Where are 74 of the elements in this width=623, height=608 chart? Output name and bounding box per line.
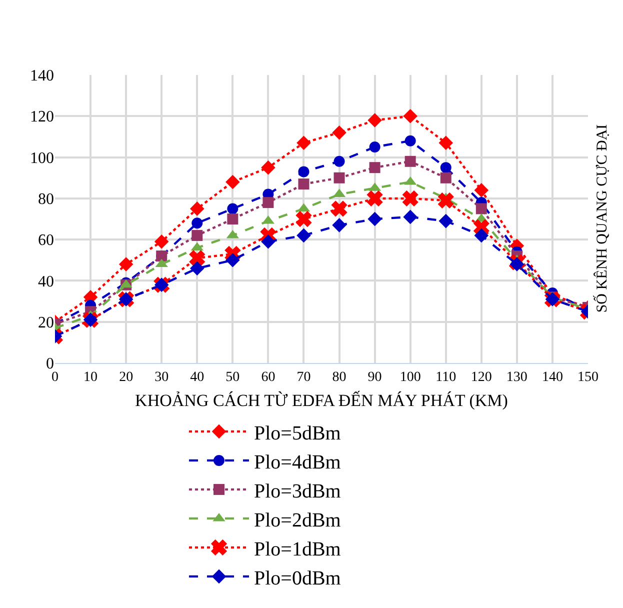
point: [476, 203, 487, 214]
x-tick-label: 150: [578, 370, 598, 385]
point: [403, 210, 418, 224]
point: [154, 234, 169, 249]
x-tick-label: 120: [470, 370, 492, 385]
point: [296, 136, 311, 150]
x-tick-label: 80: [332, 370, 346, 385]
x-tick-label: 90: [368, 370, 382, 385]
legend-label: Plo=1dBm: [254, 538, 342, 560]
point: [298, 166, 310, 178]
x-tick-label: 60: [261, 370, 276, 385]
x-tick-label: 50: [226, 370, 240, 385]
point: [296, 211, 312, 227]
point: [438, 192, 454, 208]
legend-label: Plo=4dBm: [254, 451, 342, 474]
x-tick-label: 140: [542, 370, 563, 385]
y-tick-label: 0: [46, 356, 54, 373]
point: [438, 136, 454, 150]
y-tick-label: 40: [38, 273, 54, 290]
point: [404, 156, 416, 167]
point: [440, 172, 452, 184]
x-tick-label: 100: [400, 370, 421, 385]
point: [474, 228, 489, 243]
x-tick-label: 110: [436, 370, 456, 385]
y-tick-label: 20: [38, 314, 54, 332]
point: [332, 125, 346, 140]
legend-label: Plo=5dBm: [254, 422, 342, 444]
y-tick-label: 80: [38, 191, 54, 208]
point: [190, 202, 204, 216]
point: [192, 230, 203, 241]
point: [334, 156, 345, 167]
y-tick-label: 120: [30, 108, 54, 126]
point: [402, 190, 418, 206]
point: [189, 250, 205, 266]
point: [226, 174, 240, 190]
legend-label: Plo=3dBm: [254, 480, 342, 502]
point: [296, 228, 311, 243]
point: [261, 160, 276, 175]
point: [510, 257, 524, 272]
y-tick-label: 100: [30, 150, 54, 167]
point: [404, 135, 416, 146]
x-tick-label: 130: [506, 370, 528, 385]
point: [438, 214, 454, 228]
point: [368, 113, 382, 128]
point: [368, 212, 382, 226]
point: [334, 172, 345, 184]
x-axis-title: KHOẢNG CÁCH TỪ EDFA ĐẾN MÁY PHÁT (KM): [135, 390, 508, 410]
x-tick-label: 30: [154, 370, 169, 385]
y-tick-label: 60: [38, 232, 54, 250]
x-tick-label: 70: [296, 370, 311, 385]
point: [369, 162, 380, 174]
y-tick-label: 140: [30, 68, 54, 85]
point: [403, 108, 418, 124]
point: [474, 183, 489, 198]
point: [192, 218, 203, 229]
y-axis-title: SỐ KÊNH QUANG CỰC ĐẠI: [592, 124, 611, 313]
point: [332, 218, 346, 232]
point: [366, 190, 383, 206]
x-tick-label: 20: [119, 370, 134, 385]
point: [298, 178, 310, 190]
point: [227, 203, 238, 214]
point: [190, 261, 204, 276]
point: [118, 257, 134, 272]
x-tick-label: 10: [84, 370, 98, 385]
point: [369, 142, 380, 152]
point: [226, 252, 240, 268]
point: [262, 197, 274, 208]
point: [227, 214, 238, 224]
point: [331, 200, 348, 217]
legend-label: Plo=0dBm: [254, 567, 342, 590]
legend-label: Plo=2dBm: [254, 509, 342, 532]
point: [261, 234, 276, 249]
point: [440, 162, 452, 174]
x-tick-label: 40: [190, 370, 204, 385]
